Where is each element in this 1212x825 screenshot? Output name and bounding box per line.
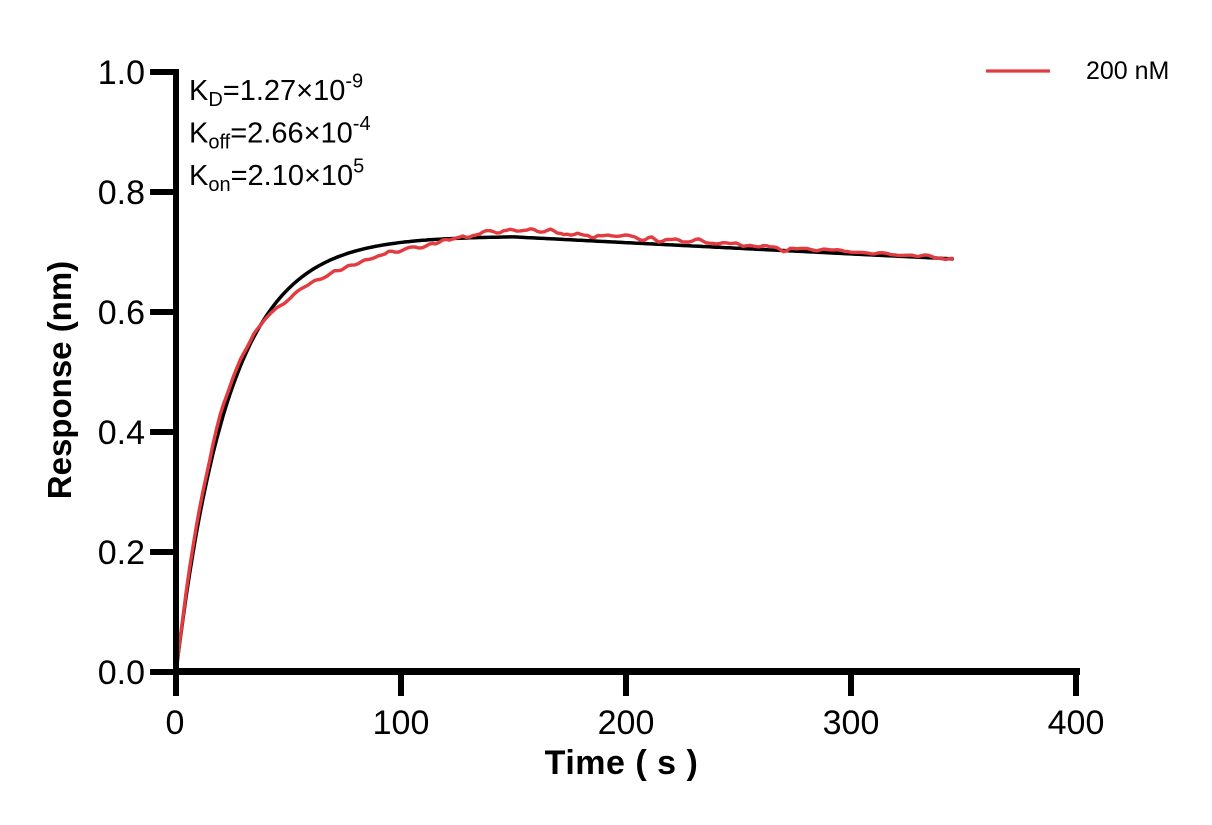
svg-text:0.2: 0.2 — [98, 534, 145, 572]
svg-text:400: 400 — [1048, 704, 1105, 742]
svg-text:0: 0 — [166, 704, 185, 742]
svg-text:1.0: 1.0 — [98, 54, 145, 92]
svg-text:0.0: 0.0 — [98, 654, 145, 692]
svg-text:300: 300 — [823, 704, 880, 742]
svg-text:Time ( s ): Time ( s ) — [545, 744, 699, 782]
svg-text:200: 200 — [598, 704, 655, 742]
svg-text:Kon=2.10×105: Kon=2.10×105 — [189, 156, 364, 196]
svg-text:Koff=2.66×10-4: Koff=2.66×10-4 — [189, 113, 371, 153]
svg-text:0.6: 0.6 — [98, 294, 145, 332]
svg-text:200 nM: 200 nM — [1086, 57, 1169, 85]
svg-text:0.8: 0.8 — [98, 174, 145, 212]
svg-text:Response (nm): Response (nm) — [41, 261, 78, 499]
svg-text:100: 100 — [373, 704, 430, 742]
svg-text:0.4: 0.4 — [98, 414, 145, 452]
